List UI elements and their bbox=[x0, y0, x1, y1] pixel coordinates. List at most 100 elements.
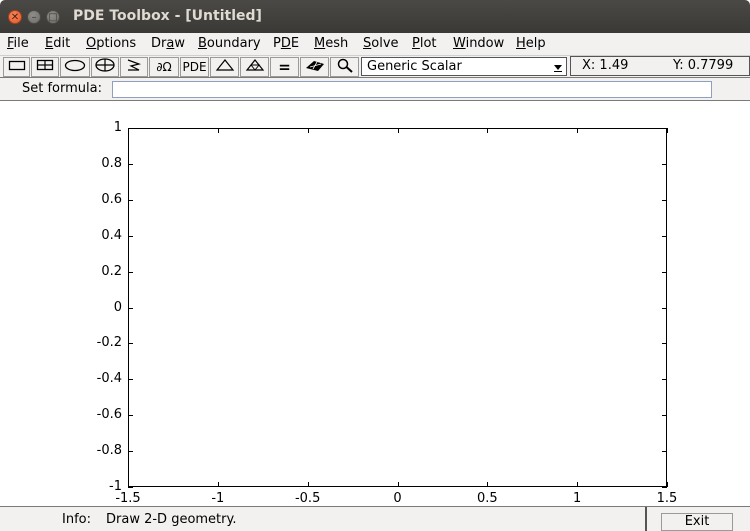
y-tick-label: -0.2 bbox=[96, 335, 122, 351]
boundary-mode-button[interactable]: ∂Ω bbox=[149, 57, 179, 77]
exit-button[interactable]: Exit bbox=[661, 513, 733, 531]
close-window-icon[interactable]: ✕ bbox=[8, 10, 22, 24]
dropdown-arrow-icon bbox=[554, 65, 562, 72]
drawing-axes-area[interactable] bbox=[0, 102, 750, 505]
x-tick-label: 0 bbox=[393, 491, 402, 506]
plot-solution-button[interactable] bbox=[300, 57, 329, 77]
menu-edit[interactable]: Edit bbox=[45, 36, 71, 51]
minimize-window-icon[interactable]: – bbox=[27, 10, 41, 24]
menu-solve[interactable]: Solve bbox=[363, 36, 399, 51]
x-tick-mark bbox=[398, 128, 399, 133]
y-coordinate: Y: 0.7799 bbox=[673, 58, 734, 73]
x-coordinate: X: 1.49 bbox=[582, 58, 629, 73]
y-tick-mark bbox=[662, 200, 667, 201]
x-tick-label: -0.5 bbox=[294, 491, 321, 506]
x-tick-mark bbox=[487, 482, 488, 487]
menu-mesh[interactable]: Mesh bbox=[314, 36, 349, 51]
zoom-button[interactable] bbox=[330, 57, 359, 77]
x-tick-label: 0.5 bbox=[476, 491, 498, 506]
x-tick-mark bbox=[128, 128, 129, 133]
polygon-icon bbox=[127, 59, 142, 71]
draw-polygon-button[interactable] bbox=[120, 57, 148, 77]
y-tick-mark bbox=[662, 415, 667, 416]
menu-bar: File Edit Options Draw Boundary PDE Mesh… bbox=[0, 33, 750, 55]
y-tick-label: 0.2 bbox=[101, 263, 122, 279]
x-tick-mark bbox=[128, 482, 129, 487]
y-tick-label: 1 bbox=[113, 120, 122, 135]
y-tick-mark bbox=[128, 236, 133, 237]
y-tick-label: -0.8 bbox=[96, 443, 122, 459]
y-tick-mark bbox=[662, 308, 667, 309]
info-label: Info: bbox=[62, 512, 91, 527]
y-tick-mark bbox=[128, 451, 133, 452]
formula-row: Set formula: bbox=[0, 77, 750, 101]
x-tick-label: -1.5 bbox=[115, 491, 141, 506]
draw-centered-ellipse-button[interactable] bbox=[91, 57, 119, 77]
x-tick-mark bbox=[667, 128, 668, 133]
y-tick-mark bbox=[128, 379, 133, 380]
status-divider bbox=[645, 507, 647, 531]
menu-plot[interactable]: Plot bbox=[412, 36, 437, 51]
y-tick-mark bbox=[662, 236, 667, 237]
menu-help[interactable]: Help bbox=[516, 36, 546, 51]
rectangle-icon bbox=[8, 60, 25, 71]
x-tick-label: 1 bbox=[573, 491, 582, 506]
menu-pde[interactable]: PDE bbox=[273, 36, 300, 51]
init-mesh-icon bbox=[215, 59, 234, 71]
y-tick-mark bbox=[128, 200, 133, 201]
menu-draw[interactable]: Draw bbox=[151, 36, 185, 51]
x-tick-mark bbox=[398, 482, 399, 487]
y-tick-mark bbox=[662, 451, 667, 452]
title-bar: ✕ – □ PDE Toolbox - [Untitled] bbox=[0, 0, 750, 33]
x-tick-mark bbox=[218, 128, 219, 133]
x-tick-mark bbox=[218, 482, 219, 487]
x-tick-label: 1.5 bbox=[656, 491, 678, 506]
maximize-window-icon[interactable]: □ bbox=[46, 10, 60, 24]
y-tick-label: 0 bbox=[113, 299, 122, 315]
y-tick-mark bbox=[662, 343, 667, 344]
pde-specification-button[interactable]: PDE bbox=[180, 57, 209, 77]
plot-icon bbox=[305, 61, 324, 71]
y-tick-label: -0.6 bbox=[96, 407, 122, 423]
x-tick-mark bbox=[308, 482, 309, 487]
y-tick-mark bbox=[662, 379, 667, 380]
x-tick-mark bbox=[577, 482, 578, 487]
cursor-coordinates: X: 1.49 Y: 0.7799 bbox=[570, 56, 750, 76]
x-tick-mark bbox=[577, 128, 578, 133]
centered-rectangle-icon bbox=[36, 59, 54, 71]
menu-window[interactable]: Window bbox=[453, 36, 505, 51]
y-tick-mark bbox=[662, 487, 667, 488]
centered-ellipse-icon bbox=[95, 58, 115, 72]
solve-pde-button[interactable]: = bbox=[270, 57, 299, 77]
refine-mesh-button[interactable] bbox=[240, 57, 269, 77]
application-mode-select[interactable]: Generic Scalar bbox=[361, 57, 567, 76]
application-mode-value: Generic Scalar bbox=[367, 59, 462, 74]
y-tick-mark bbox=[662, 164, 667, 165]
y-tick-mark bbox=[662, 272, 667, 273]
y-tick-mark bbox=[128, 487, 133, 488]
menu-file[interactable]: File bbox=[7, 36, 29, 51]
draw-rectangle-button[interactable] bbox=[3, 57, 30, 77]
draw-ellipse-button[interactable] bbox=[60, 57, 90, 77]
draw-centered-rectangle-button[interactable] bbox=[31, 57, 59, 77]
y-tick-label: 0.4 bbox=[101, 227, 122, 243]
boundary-mode-icon: ∂Ω bbox=[156, 60, 172, 74]
solve-icon: = bbox=[278, 58, 291, 76]
set-formula-input[interactable] bbox=[112, 81, 712, 98]
info-message: Draw 2-D geometry. bbox=[106, 512, 237, 527]
y-tick-mark bbox=[128, 415, 133, 416]
x-tick-mark bbox=[308, 128, 309, 133]
refine-mesh-icon bbox=[245, 59, 264, 71]
y-tick-label: 0.6 bbox=[101, 191, 122, 207]
menu-options[interactable]: Options bbox=[86, 36, 137, 51]
plot-area[interactable] bbox=[128, 128, 667, 487]
y-tick-mark bbox=[128, 272, 133, 273]
menu-boundary[interactable]: Boundary bbox=[198, 36, 261, 51]
initialize-mesh-button[interactable] bbox=[210, 57, 239, 77]
x-tick-label: -1 bbox=[211, 491, 225, 506]
status-bar: Info: Draw 2-D geometry. Exit bbox=[0, 506, 750, 531]
y-tick-label: -0.4 bbox=[96, 371, 122, 387]
x-tick-mark bbox=[667, 482, 668, 487]
y-tick-label: -1 bbox=[109, 479, 122, 494]
x-tick-mark bbox=[487, 128, 488, 133]
